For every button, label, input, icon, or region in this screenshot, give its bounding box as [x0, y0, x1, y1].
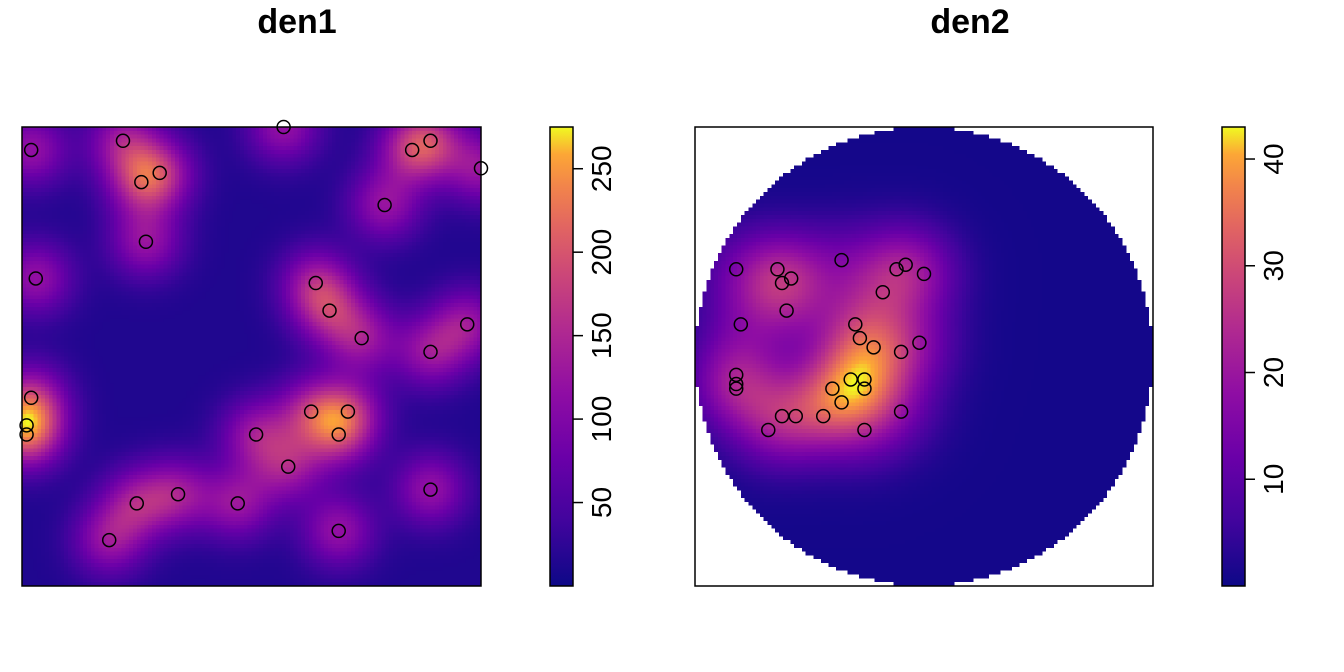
data-point: [303, 404, 319, 419]
data-point: [761, 422, 776, 438]
data-point: [377, 197, 392, 213]
data-point: [248, 427, 264, 442]
data-point: [834, 395, 849, 410]
data-point: [138, 234, 154, 249]
colorbar-tick-label: 100: [586, 396, 617, 443]
data-point: [728, 367, 744, 383]
data-point: [857, 372, 872, 387]
data-point: [815, 408, 831, 424]
data-point: [331, 523, 346, 539]
panel2-heatmap: [694, 126, 1154, 587]
data-point: [28, 271, 44, 286]
data-point: [889, 262, 904, 277]
data-point: [280, 459, 296, 474]
data-point: [404, 142, 420, 158]
data-point: [770, 262, 785, 277]
data-point: [19, 418, 34, 433]
data-point: [423, 133, 438, 149]
panel1-title: den1: [257, 3, 336, 41]
colorbar-tick-label: 30: [1258, 250, 1289, 281]
data-point: [134, 174, 149, 190]
data-point: [733, 317, 749, 332]
colorbar-tick-label: 40: [1258, 143, 1289, 174]
colorbar-gradient: [1221, 126, 1246, 587]
data-point: [893, 404, 909, 419]
panel2-title: den2: [930, 3, 1009, 41]
data-point: [230, 496, 245, 511]
data-point: [340, 404, 356, 419]
data-point: [728, 381, 744, 396]
data-point: [19, 427, 34, 442]
data-point: [774, 408, 790, 424]
colorbar-gradient: [549, 126, 574, 587]
data-point: [322, 303, 337, 318]
data-point: [115, 133, 131, 149]
data-point: [866, 340, 881, 355]
data-point: [331, 427, 346, 442]
data-point: [834, 252, 849, 268]
panel1-heatmap: [19, 119, 489, 587]
colorbar-tick-label: 10: [1258, 464, 1289, 495]
data-point: [101, 532, 117, 548]
data-point: [893, 344, 909, 360]
colorbar-tick-label: 200: [586, 229, 617, 276]
data-point: [728, 262, 744, 277]
data-point: [779, 303, 794, 318]
data-point: [23, 142, 39, 158]
data-point: [857, 422, 872, 438]
data-point: [473, 161, 489, 176]
data-point: [276, 119, 291, 135]
data-point: [459, 317, 475, 332]
data-point: [354, 330, 369, 346]
data-point: [728, 376, 744, 392]
data-point: [774, 275, 790, 291]
data-point: [916, 266, 932, 282]
panel1-colorbar: 50 100 150 200 250: [549, 126, 617, 587]
density-image: [695, 127, 1153, 586]
data-point: [857, 381, 872, 396]
data-point: [898, 257, 913, 272]
data-point: [825, 381, 840, 396]
data-point: [848, 317, 863, 332]
colorbar-tick-label: 150: [586, 312, 617, 359]
density-image: [22, 127, 481, 586]
data-point: [23, 390, 39, 406]
data-point: [152, 165, 167, 181]
data-point: [170, 486, 186, 502]
plot-frame: [21, 126, 482, 587]
data-point: [423, 344, 438, 360]
data-point: [912, 335, 927, 350]
plot-frame: [694, 126, 1154, 587]
data-point: [852, 330, 868, 346]
data-point: [308, 275, 324, 291]
data-point: [783, 271, 799, 286]
panel2-colorbar: 10 20 30 40: [1221, 126, 1289, 587]
data-point: [875, 284, 891, 300]
colorbar-tick-label: 20: [1258, 357, 1289, 388]
colorbar-tick-label: 50: [586, 487, 617, 518]
data-point: [423, 482, 438, 497]
data-point: [129, 496, 144, 511]
colorbar-tick-label: 250: [586, 145, 617, 192]
